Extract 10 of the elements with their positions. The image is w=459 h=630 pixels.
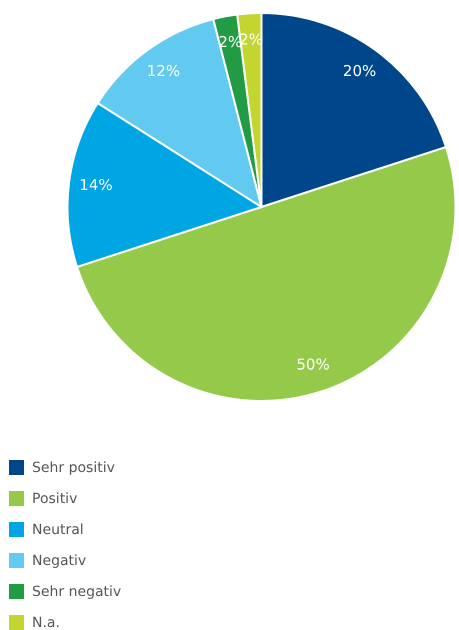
data-label: 50% <box>296 356 330 374</box>
legend-label: Negativ <box>32 552 86 568</box>
data-label: 20% <box>342 62 376 80</box>
legend-label: Sehr positiv <box>32 460 115 476</box>
legend-label: Neutral <box>32 522 84 538</box>
legend-label: N.a. <box>32 614 60 630</box>
data-label: 14% <box>79 176 113 194</box>
legend-label: Sehr negativ <box>32 584 122 600</box>
legend-label: Positiv <box>32 490 78 506</box>
data-label: 12% <box>146 62 180 80</box>
